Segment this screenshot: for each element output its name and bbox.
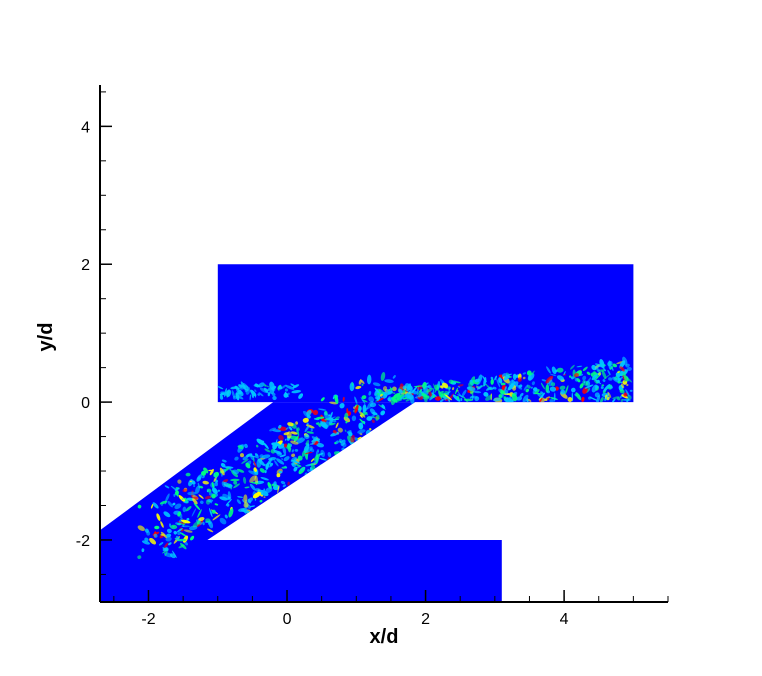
y-tick-label: -2 xyxy=(76,533,90,550)
x-tick-label: 2 xyxy=(421,611,430,628)
axes xyxy=(99,85,668,603)
y-axis-label: y/d xyxy=(35,323,57,352)
y-axis-ticks: -2 0 2 4 xyxy=(76,91,112,575)
x-tick-label: 0 xyxy=(283,611,292,628)
x-axis-label: x/d xyxy=(370,626,399,648)
y-tick-label: 4 xyxy=(81,119,90,136)
region-lower-channel xyxy=(100,540,502,602)
region-upper-channel xyxy=(217,264,634,403)
x-axis-ticks: -2 0 2 4 xyxy=(113,590,669,628)
x-tick-label: -2 xyxy=(141,611,155,628)
y-tick-label: 0 xyxy=(81,395,90,412)
y-tick-label: 2 xyxy=(81,257,90,274)
x-tick-label: 4 xyxy=(560,611,569,628)
